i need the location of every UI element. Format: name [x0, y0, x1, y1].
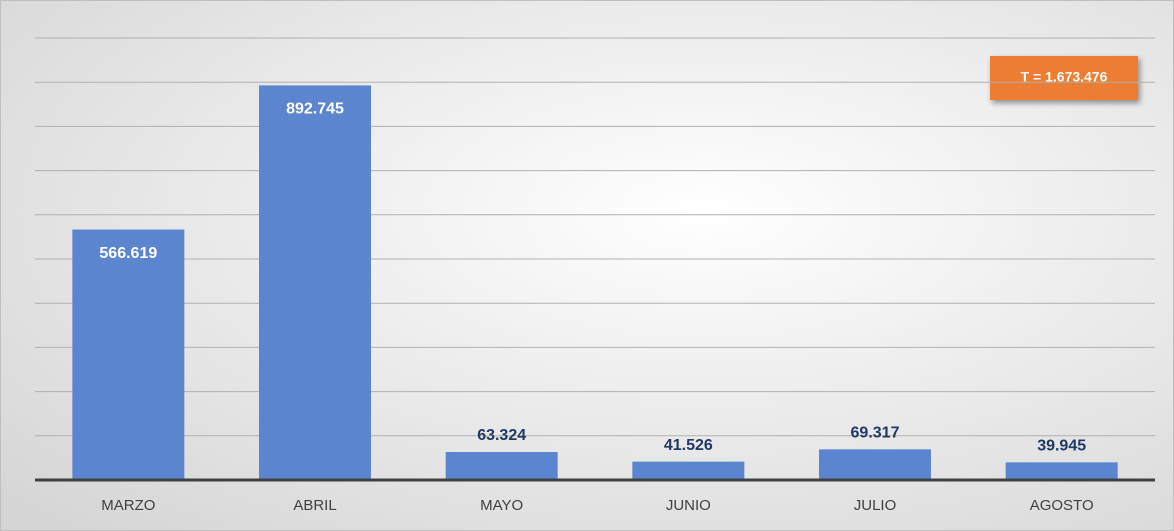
x-tick-label: JUNIO	[666, 497, 711, 514]
bar	[445, 452, 558, 480]
data-label: 566.619	[99, 245, 157, 262]
bar	[632, 461, 745, 480]
data-label: 892.745	[286, 101, 344, 118]
data-label: 69.317	[851, 425, 900, 442]
data-label: 63.324	[477, 427, 526, 444]
x-tick-label: ABRIL	[293, 497, 336, 514]
x-tick-label: JULIO	[854, 497, 897, 514]
bar	[819, 449, 931, 480]
data-label: 41.526	[664, 437, 713, 454]
x-tick-label: MAYO	[480, 497, 523, 514]
x-tick-label: AGOSTO	[1030, 497, 1094, 514]
annotation-box	[990, 56, 1138, 100]
bar	[259, 85, 371, 480]
bar	[1005, 462, 1118, 480]
bar	[72, 229, 185, 480]
annotation: T = 1.673.476	[1021, 69, 1108, 85]
data-label: 39.945	[1037, 438, 1086, 455]
x-tick-label: MARZO	[101, 497, 155, 514]
